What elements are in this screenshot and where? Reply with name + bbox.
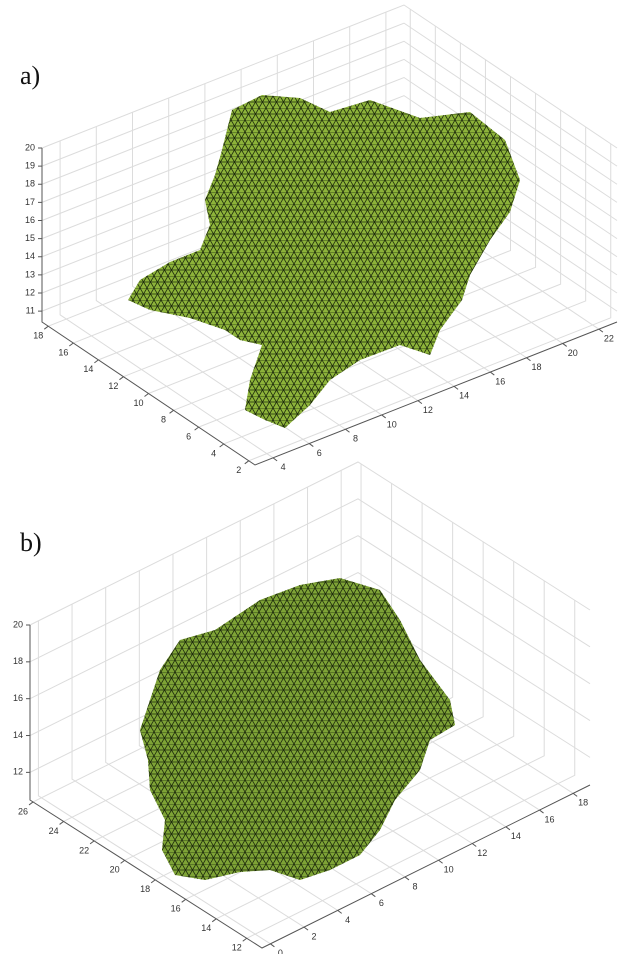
x-tick-label: 18 bbox=[578, 798, 588, 808]
y-tick-label: 26 bbox=[18, 806, 28, 816]
tick-mark bbox=[94, 360, 98, 363]
z-tick-label: 16 bbox=[25, 215, 35, 225]
y-tick-label: 18 bbox=[140, 884, 150, 894]
tick-mark bbox=[304, 927, 308, 930]
tick-mark bbox=[346, 429, 350, 432]
tick-mark bbox=[151, 880, 155, 883]
tick-mark bbox=[309, 444, 313, 447]
x-tick-label: 18 bbox=[531, 362, 541, 372]
z-tick-label: 14 bbox=[13, 730, 23, 740]
tick-mark bbox=[573, 793, 577, 796]
tick-mark bbox=[245, 461, 249, 464]
tick-mark bbox=[121, 860, 125, 863]
tick-mark bbox=[439, 860, 443, 863]
x-tick-label: 16 bbox=[545, 814, 555, 824]
x-tick-label: 4 bbox=[345, 915, 350, 925]
tick-mark bbox=[90, 841, 94, 844]
tick-mark bbox=[44, 326, 48, 329]
z-tick-label: 19 bbox=[25, 161, 35, 171]
z-tick-label: 20 bbox=[25, 142, 35, 152]
x-tick-label: 6 bbox=[317, 448, 322, 458]
y-tick-label: 14 bbox=[201, 923, 211, 933]
z-tick-label: 17 bbox=[25, 197, 35, 207]
y-tick-label: 16 bbox=[171, 904, 181, 914]
z-tick-label: 18 bbox=[13, 656, 23, 666]
tick-mark bbox=[405, 877, 409, 880]
z-tick-label: 16 bbox=[13, 693, 23, 703]
x-tick-label: 8 bbox=[353, 434, 358, 444]
tick-mark bbox=[270, 944, 274, 947]
y-tick-label: 12 bbox=[108, 381, 118, 391]
y-tick-label: 6 bbox=[186, 432, 191, 442]
tick-mark bbox=[273, 458, 277, 461]
tick-mark bbox=[243, 938, 247, 941]
tick-mark bbox=[338, 910, 342, 913]
y-tick-label: 18 bbox=[33, 331, 43, 341]
tick-mark bbox=[69, 343, 73, 346]
z-tick-label: 12 bbox=[25, 287, 35, 297]
surface-b bbox=[140, 578, 455, 880]
tick-mark bbox=[454, 386, 458, 389]
panel-label: b) bbox=[20, 528, 42, 557]
page: {"chart_data":[ {"type":"surface3d","lab… bbox=[0, 0, 621, 954]
x-tick-label: 12 bbox=[477, 848, 487, 858]
x-tick-label: 20 bbox=[568, 348, 578, 358]
y-tick-label: 14 bbox=[83, 364, 93, 374]
y-tick-label: 2 bbox=[236, 465, 241, 475]
tick-mark bbox=[599, 329, 603, 332]
tick-mark bbox=[145, 394, 149, 397]
y-tick-label: 12 bbox=[232, 943, 242, 953]
tick-mark bbox=[490, 372, 494, 375]
tick-mark bbox=[212, 919, 216, 922]
tick-mark bbox=[472, 844, 476, 847]
z-tick-label: 15 bbox=[25, 233, 35, 243]
z-tick-label: 11 bbox=[26, 306, 35, 316]
x-tick-label: 22 bbox=[604, 334, 614, 344]
z-tick-label: 14 bbox=[25, 251, 35, 261]
tick-mark bbox=[506, 827, 510, 830]
y-tick-label: 24 bbox=[49, 826, 59, 836]
tick-mark bbox=[382, 415, 386, 418]
y-tick-label: 20 bbox=[110, 865, 120, 875]
panel-label: a) bbox=[20, 61, 40, 90]
z-tick-label: 13 bbox=[25, 269, 35, 279]
x-tick-label: 2 bbox=[312, 931, 317, 941]
tick-mark bbox=[119, 377, 123, 380]
tick-mark bbox=[540, 810, 544, 813]
x-tick-label: 0 bbox=[278, 948, 283, 954]
tick-mark bbox=[563, 343, 567, 346]
y-tick-label: 10 bbox=[133, 398, 143, 408]
tick-mark bbox=[418, 401, 422, 404]
x-tick-label: 8 bbox=[412, 881, 417, 891]
z-tick-label: 20 bbox=[13, 619, 23, 629]
surface-mesh bbox=[140, 578, 455, 880]
y-tick-label: 16 bbox=[58, 347, 68, 357]
tick-mark bbox=[527, 358, 531, 361]
y-tick-label: 8 bbox=[161, 415, 166, 425]
tick-mark bbox=[195, 427, 199, 430]
x-tick-label: 10 bbox=[444, 865, 454, 875]
tick-mark bbox=[371, 894, 375, 897]
tick-mark bbox=[220, 444, 224, 447]
x-tick-label: 6 bbox=[379, 898, 384, 908]
x-tick-label: 14 bbox=[511, 831, 521, 841]
z-tick-label: 18 bbox=[25, 179, 35, 189]
x-tick-label: 14 bbox=[459, 391, 469, 401]
tick-mark bbox=[170, 410, 174, 413]
x-tick-label: 12 bbox=[423, 405, 433, 415]
tick-mark bbox=[182, 899, 186, 902]
y-tick-label: 4 bbox=[211, 448, 216, 458]
x-tick-label: 10 bbox=[387, 419, 397, 429]
z-tick-label: 12 bbox=[13, 767, 23, 777]
tick-mark bbox=[60, 821, 64, 824]
tick-mark bbox=[29, 802, 33, 805]
y-tick-label: 22 bbox=[79, 845, 89, 855]
x-tick-label: 16 bbox=[495, 376, 505, 386]
figure: 4681012141618202224681012141618111213141… bbox=[0, 0, 621, 954]
x-tick-label: 4 bbox=[281, 462, 286, 472]
